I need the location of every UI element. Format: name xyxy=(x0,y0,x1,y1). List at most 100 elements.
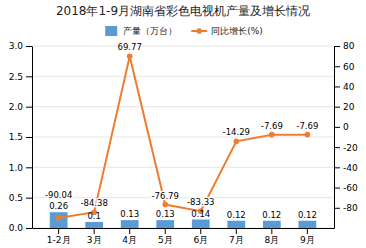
y2-axis-tick-mark xyxy=(334,66,340,67)
line-label: -14.29 xyxy=(223,127,250,137)
plot: 0.00.51.01.52.02.53.0-80-60-40-200204060… xyxy=(9,41,358,245)
line-label: -84.38 xyxy=(80,198,107,208)
x-tick: 7月 xyxy=(229,228,244,245)
y-axis-tick-mark xyxy=(26,46,32,47)
y2-axis-tick-label: 20 xyxy=(343,102,355,112)
grid-line xyxy=(32,137,334,138)
marker xyxy=(56,215,62,221)
x-tick-mark xyxy=(236,228,237,234)
bar-label: 0.14 xyxy=(191,209,210,219)
y-axis-tick-mark xyxy=(26,167,32,168)
bar-label: 0.12 xyxy=(227,210,246,220)
y2-axis-tick: 80 xyxy=(334,41,355,51)
line-label: -76.79 xyxy=(152,191,179,201)
x-tick-label: 6月 xyxy=(193,235,208,245)
y-axis-tick: 2.5 xyxy=(9,72,32,82)
line-label: -83.33 xyxy=(187,197,214,207)
line xyxy=(59,56,308,218)
y2-axis-tick-mark xyxy=(334,147,340,148)
y2-axis-tick-label: 0 xyxy=(343,122,349,132)
x-tick-label: 8月 xyxy=(264,235,279,245)
y2-axis: -80 -60 -40 -20 0 20 40 60 80 xyxy=(334,41,358,228)
y2-axis-tick-label: 60 xyxy=(343,62,355,72)
y-axis-tick-label: 2.0 xyxy=(9,102,24,112)
x-tick: 1-2月 xyxy=(47,228,71,245)
y2-axis-tick-label: -80 xyxy=(343,203,358,213)
y-axis-tick: 3.0 xyxy=(9,41,32,51)
y-axis-tick-label: 1.5 xyxy=(9,132,23,142)
y-axis-tick: 0.0 xyxy=(9,223,32,233)
y2-axis-tick: 40 xyxy=(334,82,355,92)
x-tick: 3月 xyxy=(87,228,102,245)
marks xyxy=(50,54,316,228)
y2-axis-tick: 60 xyxy=(334,62,355,72)
bar-label: 0.12 xyxy=(298,210,317,220)
y-axis: 0.00.51.01.52.02.53.0 xyxy=(9,41,33,233)
bar xyxy=(50,212,68,228)
bar xyxy=(192,220,210,228)
x-tick-mark xyxy=(200,228,201,234)
y2-axis-tick: -60 xyxy=(334,183,358,193)
y-axis-tick-mark xyxy=(26,228,32,229)
y2-axis-tick-mark xyxy=(334,107,340,108)
bar xyxy=(298,221,316,228)
y-axis-tick-mark xyxy=(26,76,32,77)
y2-axis-tick-label: 40 xyxy=(343,82,355,92)
x-tick-label: 7月 xyxy=(229,235,244,245)
grid-line xyxy=(32,228,334,229)
legend-swatch xyxy=(105,26,117,36)
y2-axis-tick-label: -40 xyxy=(343,163,358,173)
x-tick: 5月 xyxy=(158,228,173,245)
bar xyxy=(156,220,174,228)
marker xyxy=(233,139,239,145)
y2-axis-tick-label: 80 xyxy=(343,41,355,51)
y-axis-tick-mark xyxy=(26,137,32,138)
y2-axis-tick: -20 xyxy=(334,142,358,152)
y2-axis-tick: -80 xyxy=(334,203,358,213)
x-tick: 9月 xyxy=(300,228,315,245)
y-axis-tick-label: 0.0 xyxy=(9,223,24,233)
x-tick-mark xyxy=(94,228,95,234)
y2-axis-tick: -40 xyxy=(334,163,358,173)
x-tick-label: 3月 xyxy=(87,235,102,245)
y2-axis-tick: 20 xyxy=(334,102,355,112)
bar xyxy=(227,221,245,228)
y-axis-tick: 2.0 xyxy=(9,102,32,112)
marker xyxy=(269,132,275,138)
line-label: -90.04 xyxy=(45,190,72,200)
legend-item: 产量（万台） xyxy=(105,26,177,36)
x-tick-mark xyxy=(271,228,272,234)
x-tick-mark xyxy=(58,228,59,234)
marker xyxy=(305,132,311,138)
bar-label: 0.13 xyxy=(156,209,175,219)
legend-item: 同比增长(%) xyxy=(191,26,263,36)
y-axis-tick: 1.5 xyxy=(9,132,32,142)
x-tick-label: 5月 xyxy=(158,235,173,245)
x-tick-label: 9月 xyxy=(300,235,315,245)
marker xyxy=(127,54,133,60)
x-axis: 1-2月 3月 4月 5月 6月 7月 8月 9月 xyxy=(33,228,335,245)
x-axis-line xyxy=(33,228,335,229)
grid-line xyxy=(32,106,334,107)
y2-axis-tick-mark xyxy=(334,208,340,209)
x-tick-label: 4月 xyxy=(122,235,137,245)
bar xyxy=(85,222,103,228)
legend-label: 同比增长(%) xyxy=(211,26,263,36)
line-markers xyxy=(56,54,310,221)
legend: 产量（万台） 同比增长(%) xyxy=(105,26,263,36)
y-axis-tick-mark xyxy=(26,107,32,108)
y-axis-tick-label: 3.0 xyxy=(9,41,24,51)
marker xyxy=(162,202,168,208)
grid-line xyxy=(32,76,334,77)
bar-label: 0.1 xyxy=(87,211,101,221)
y-axis-tick-mark xyxy=(26,198,32,199)
y2-axis-tick-mark xyxy=(334,86,340,87)
line-label: -7.69 xyxy=(261,121,283,131)
x-tick-label: 1-2月 xyxy=(47,235,71,245)
x-tick: 8月 xyxy=(264,228,279,245)
bar-label: 0.12 xyxy=(262,210,281,220)
x-tick: 4月 xyxy=(122,228,137,245)
y2-axis-tick-label: -20 xyxy=(343,142,358,152)
bar-label: 0.26 xyxy=(49,201,68,211)
y-axis-tick: 1.0 xyxy=(9,163,32,173)
